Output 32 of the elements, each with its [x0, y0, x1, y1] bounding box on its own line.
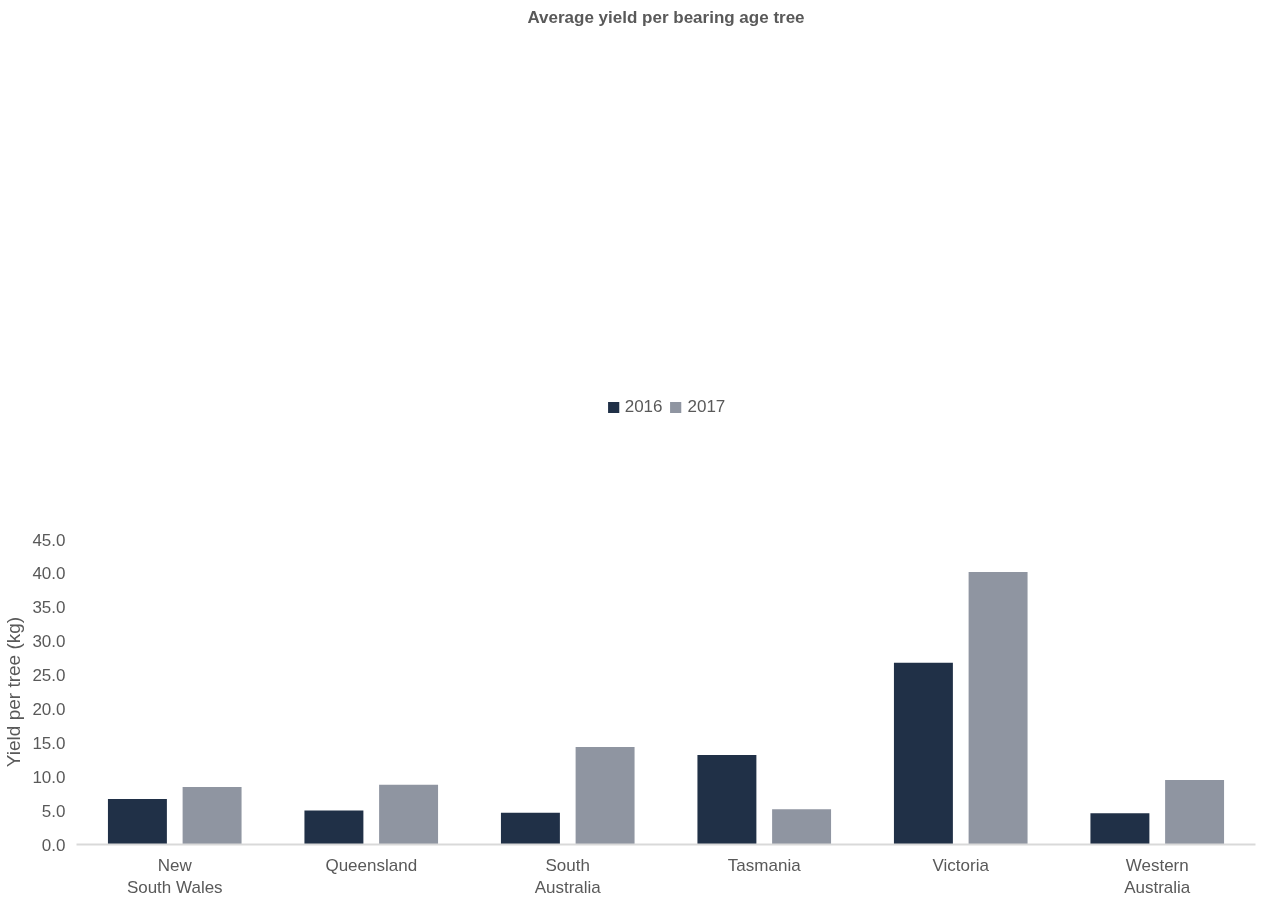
y-tick-label: 45.0: [32, 530, 66, 550]
y-tick-label: 10.0: [32, 767, 66, 787]
y-tick-label: 0.0: [41, 835, 66, 855]
bar: [182, 786, 242, 845]
bar: [107, 799, 167, 845]
bar: [968, 572, 1028, 845]
y-tick-label: 5.0: [41, 801, 66, 821]
legend-label: 2016: [624, 397, 663, 417]
y-tick-label: 25.0: [32, 666, 66, 686]
bar: [697, 755, 757, 845]
chart-title: Average yield per bearing age tree: [527, 7, 805, 27]
bar: [1165, 780, 1225, 845]
y-tick-label: 40.0: [32, 564, 66, 584]
y-tick-label: 15.0: [32, 733, 66, 753]
bar: [575, 746, 635, 845]
x-tick-label: Tasmania: [727, 855, 802, 875]
x-tick-label: New South Wales: [126, 855, 223, 898]
bar: [304, 810, 364, 845]
bar: [893, 662, 953, 845]
x-tick-label: Victoria: [932, 855, 990, 875]
bar: [772, 809, 832, 845]
bar: [1090, 813, 1150, 845]
x-tick-label: Queensland: [325, 855, 418, 875]
x-tick-label: Western Australia: [1124, 855, 1191, 898]
y-axis-title: Yield per tree (kg): [3, 616, 25, 768]
x-tick-label: South Australia: [534, 855, 602, 898]
y-tick-label: 35.0: [32, 598, 66, 618]
bar: [379, 784, 439, 845]
legend-label: 2017: [687, 397, 726, 417]
bar: [500, 812, 560, 845]
y-tick-label: 20.0: [32, 699, 66, 719]
y-tick-label: 30.0: [32, 632, 66, 652]
